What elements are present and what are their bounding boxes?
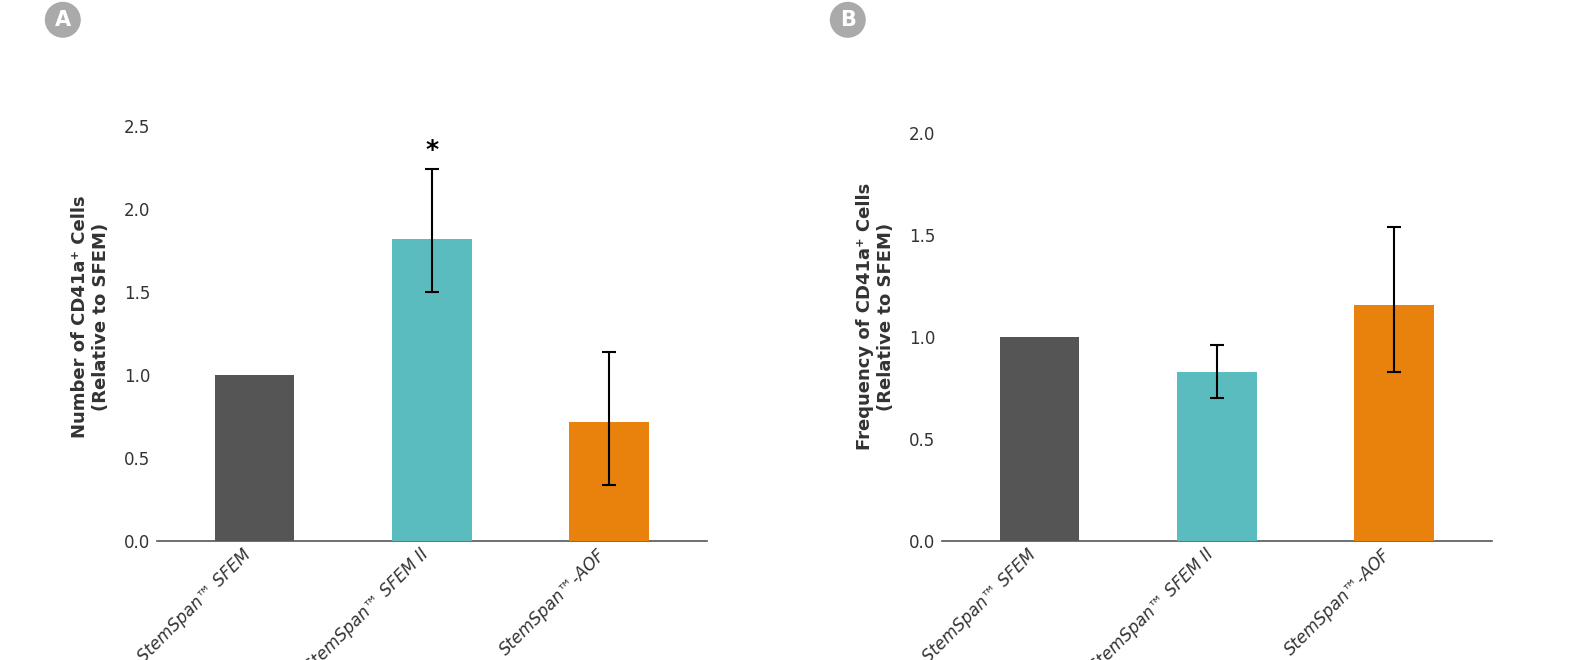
Text: B: B: [840, 10, 856, 30]
Bar: [392, 239, 471, 541]
Text: A: A: [55, 10, 71, 30]
Bar: [1000, 337, 1080, 541]
Y-axis label: Frequency of CD41a⁺ Cells
(Relative to SFEM): Frequency of CD41a⁺ Cells (Relative to S…: [856, 183, 895, 450]
Bar: [568, 422, 648, 541]
Bar: [1178, 372, 1256, 541]
Bar: [1353, 304, 1433, 541]
Text: *: *: [425, 138, 438, 162]
Bar: [215, 375, 295, 541]
Y-axis label: Number of CD41a⁺ Cells
(Relative to SFEM): Number of CD41a⁺ Cells (Relative to SFEM…: [71, 195, 110, 438]
